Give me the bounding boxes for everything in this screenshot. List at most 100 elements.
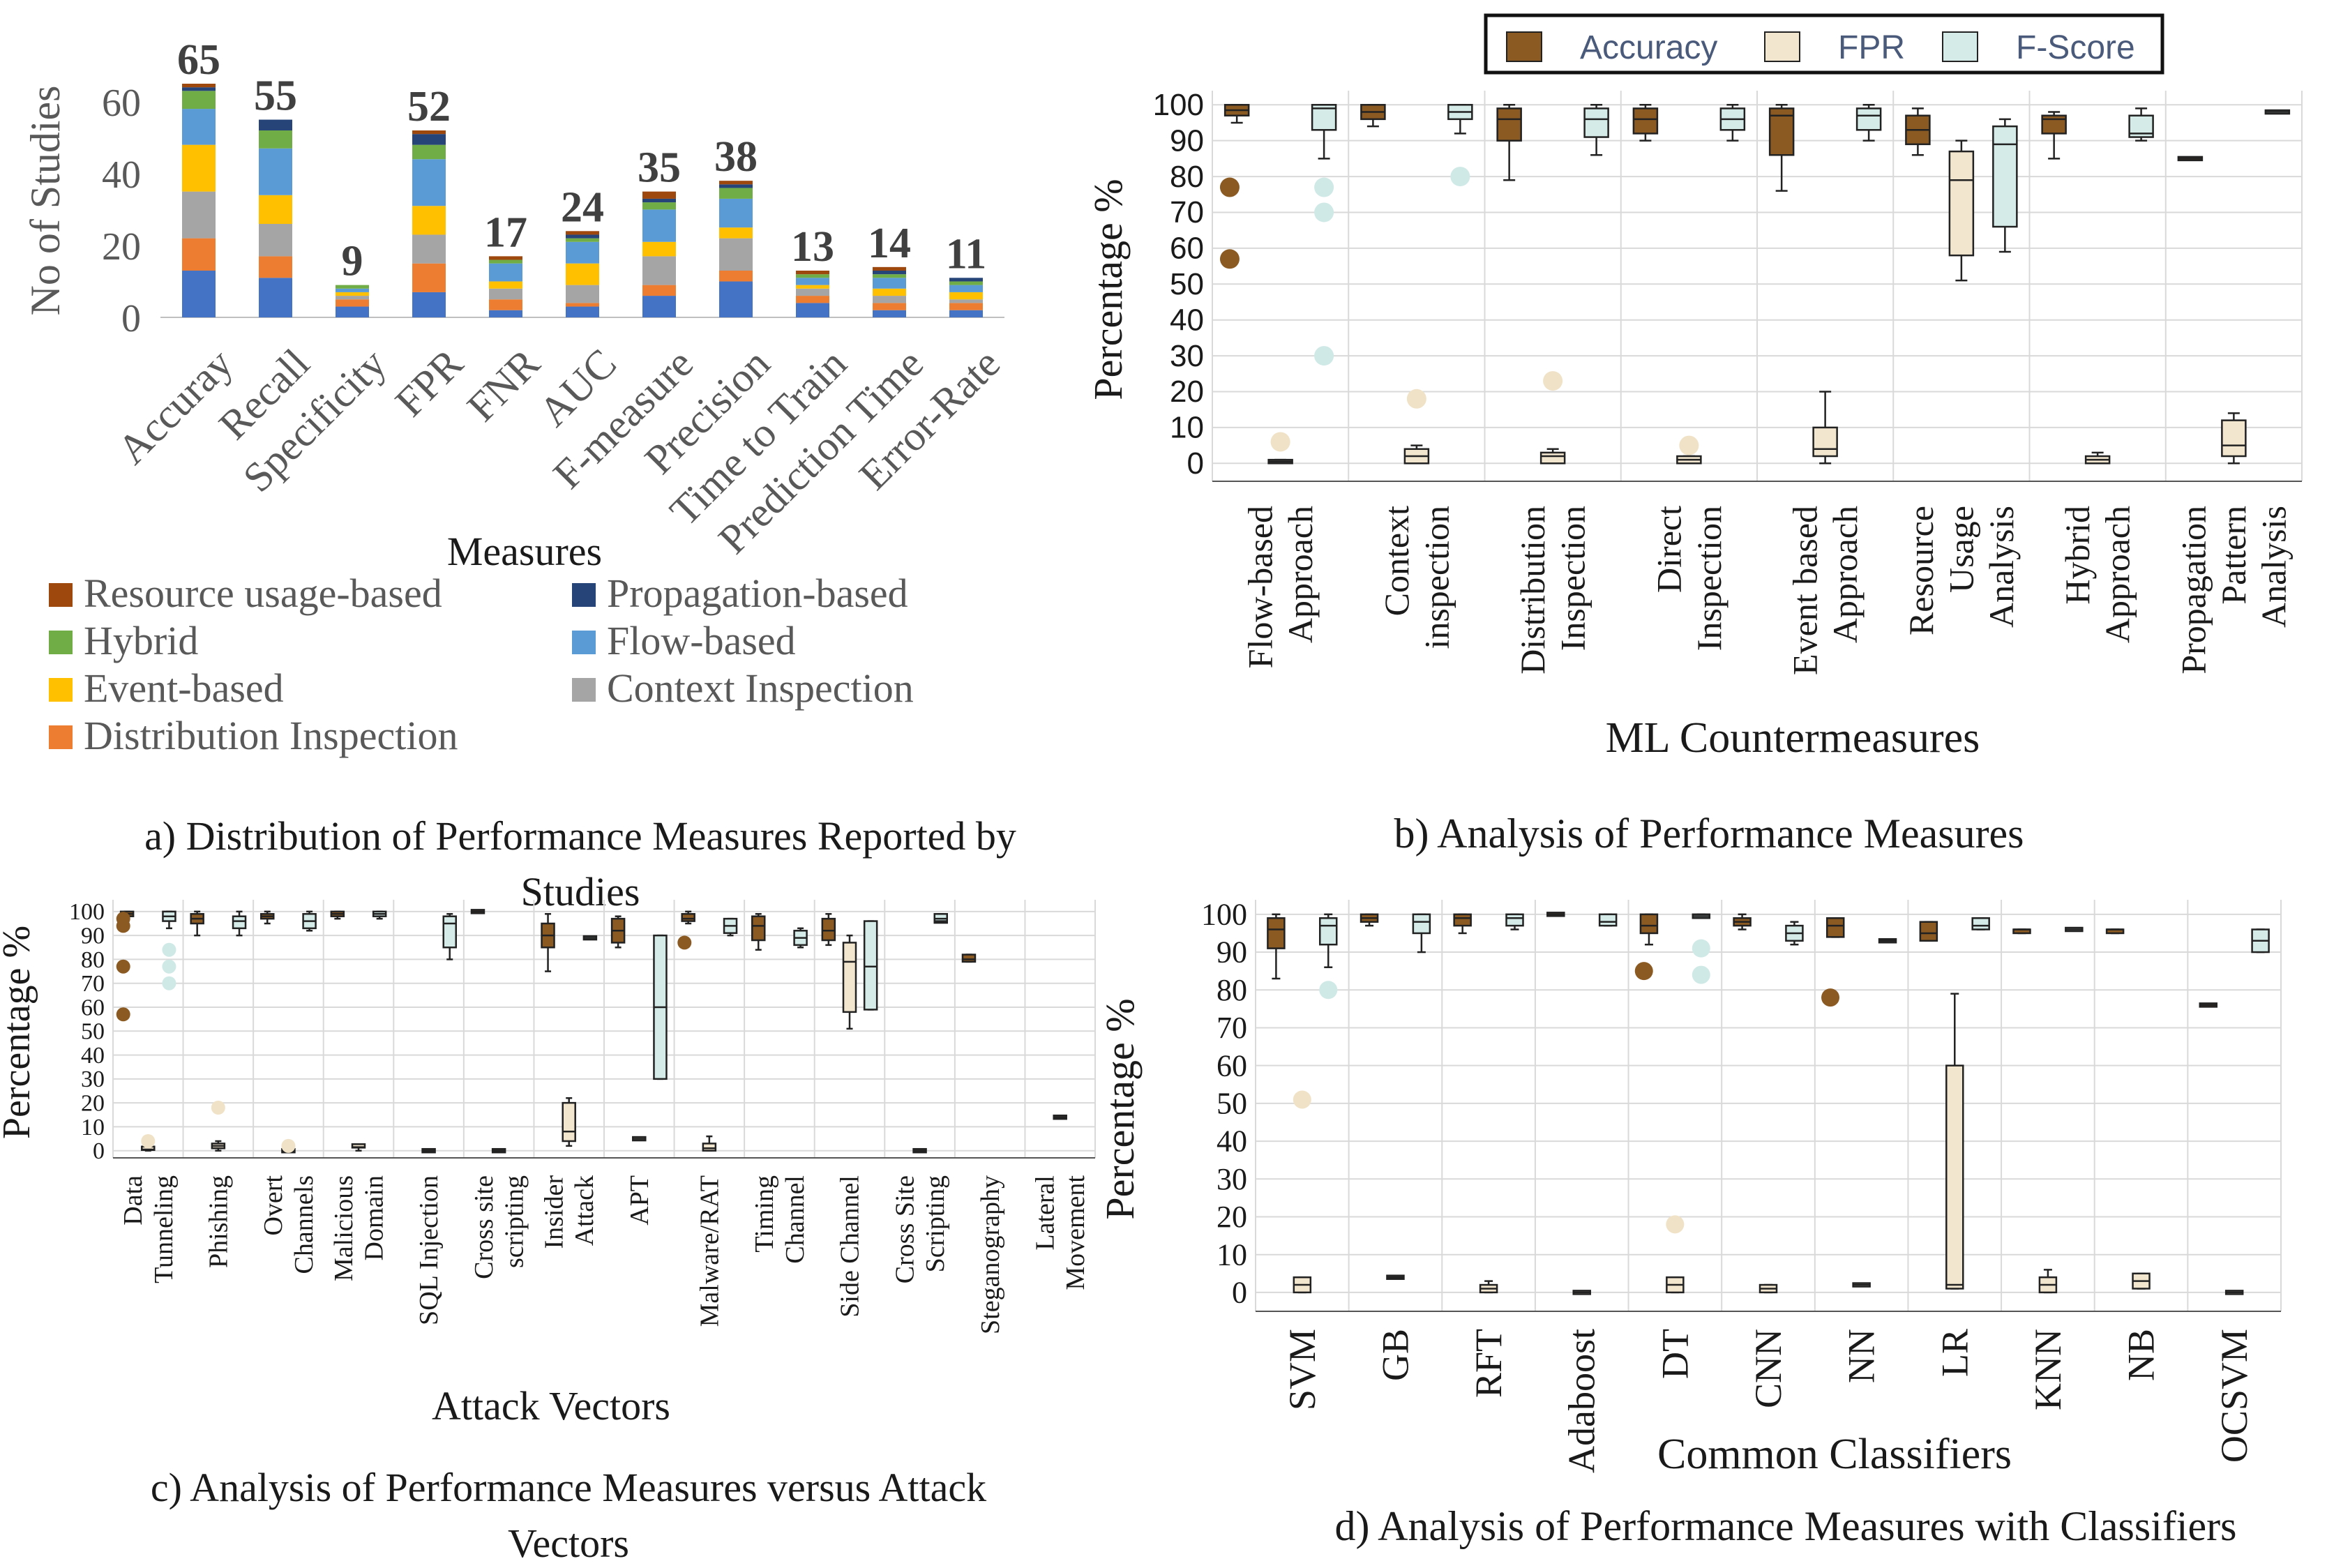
x-tick-label: Propagation (2174, 506, 2213, 674)
x-tick-label: SQL Injection (414, 1175, 444, 1325)
x-axis-title: Common Classifiers (1657, 1431, 2012, 1478)
outlier-point (1543, 371, 1563, 391)
box-body (1948, 150, 1975, 257)
outlier-point (1450, 167, 1470, 187)
y-tick-label: 60 (102, 82, 141, 125)
x-tick-label: KNN (2027, 1329, 2069, 1410)
box-body (2041, 114, 2067, 135)
box-body (1496, 107, 1522, 142)
x-tick-label: Event based (1786, 506, 1825, 675)
x-axis-title: ML Countermeasures (1606, 714, 1980, 762)
data-label: 35 (638, 144, 681, 192)
y-tick-label: 70 (1170, 195, 1204, 229)
bar-segment (566, 263, 599, 285)
data-label: 13 (791, 223, 834, 271)
bar-segment (642, 191, 676, 199)
y-tick-label: 70 (1217, 1011, 1247, 1045)
y-tick-label: 40 (1217, 1124, 1247, 1159)
legend: Resource usage-based Propagation-based Hyb… (49, 571, 914, 758)
data-label: 9 (342, 238, 363, 285)
bar-segment (719, 271, 753, 282)
x-tick-label: Timing (750, 1175, 779, 1253)
x-tick-label: FPR (386, 340, 472, 425)
y-tick-label: 20 (1217, 1200, 1247, 1234)
y-tick-label: 0 (121, 297, 141, 340)
x-tick-label: Scripting (921, 1175, 950, 1272)
x-tick-label: Steganography (976, 1175, 1005, 1334)
box-body (1825, 917, 1845, 938)
bar-segment (566, 238, 599, 242)
bar-segment (489, 299, 522, 310)
box-body (1505, 913, 1524, 927)
box-body (933, 913, 948, 922)
bar-segment (873, 296, 906, 303)
outlier-point (1319, 981, 1338, 1000)
legend-frame (1484, 13, 2164, 75)
y-tick-label: 40 (1170, 303, 1204, 337)
y-tick-label: 90 (1217, 935, 1247, 970)
legend-label: Context Inspection (607, 665, 914, 711)
bar-segment (796, 296, 829, 303)
bar-segment (412, 263, 446, 292)
legend-label: FPR (1838, 29, 1905, 66)
bar-segment (412, 130, 446, 135)
legend-swatch (1506, 31, 1542, 62)
bar-segment (642, 198, 676, 203)
legend-label: Flow-based (607, 618, 796, 663)
data-label: 11 (946, 230, 987, 278)
bar-segment (642, 241, 676, 257)
data-label: 17 (484, 209, 527, 256)
data-label: 14 (868, 220, 911, 267)
bar-segment (719, 198, 753, 228)
legend-swatch (1764, 31, 1800, 62)
data-label: 52 (407, 83, 451, 130)
outlier-point (1666, 1215, 1685, 1234)
outlier-point (1314, 177, 1334, 197)
box-body (821, 917, 836, 942)
y-axis-title: Percentage % (1097, 998, 1143, 1219)
x-tick-label: Approach (1281, 506, 1320, 643)
bar-segment (566, 231, 599, 235)
y-tick-label: 0 (1187, 446, 1204, 481)
x-axis-title: Attack Vectors (432, 1383, 670, 1428)
bar-segment (336, 306, 369, 317)
y-axis-title: Percentage % (0, 926, 38, 1139)
x-tick-label: Distribution (1513, 506, 1552, 674)
data-label: 24 (561, 183, 604, 231)
outlier-point (141, 1134, 156, 1148)
x-tick-label: Side Channel (836, 1175, 865, 1318)
y-tick-label: 20 (81, 1090, 105, 1116)
bar-segment (949, 310, 983, 317)
x-tick-label: Attack (570, 1175, 599, 1246)
x-tick-label: Direct (1649, 506, 1688, 593)
outlier-point (1692, 965, 1710, 984)
bar-segment (949, 303, 983, 310)
bar-segment (873, 266, 906, 271)
outlier-point (677, 935, 692, 950)
outlier-point (1219, 177, 1240, 197)
bar-segment (949, 285, 983, 292)
bar-segment (489, 288, 522, 300)
bar-segment (719, 227, 753, 239)
box-body (1919, 921, 1938, 942)
outlier-point (162, 942, 176, 957)
x-tick-label: inspection (1417, 506, 1456, 649)
bar-segment (719, 188, 753, 199)
x-tick-label: Inspection (1553, 506, 1592, 651)
bar-segment (566, 234, 599, 239)
outlier-point (116, 919, 130, 933)
box-body (232, 915, 247, 930)
bar-segment (182, 144, 216, 192)
outlier-point (1270, 432, 1290, 452)
bar-segment (182, 109, 216, 145)
outlier-point (116, 959, 130, 974)
bar-segment (796, 303, 829, 317)
bar-segment (949, 292, 983, 300)
outlier-point (1406, 389, 1426, 409)
bar-segment (412, 134, 446, 145)
x-tick-label: GB (1374, 1329, 1416, 1381)
x-tick-label: Malware/RAT (695, 1175, 725, 1327)
